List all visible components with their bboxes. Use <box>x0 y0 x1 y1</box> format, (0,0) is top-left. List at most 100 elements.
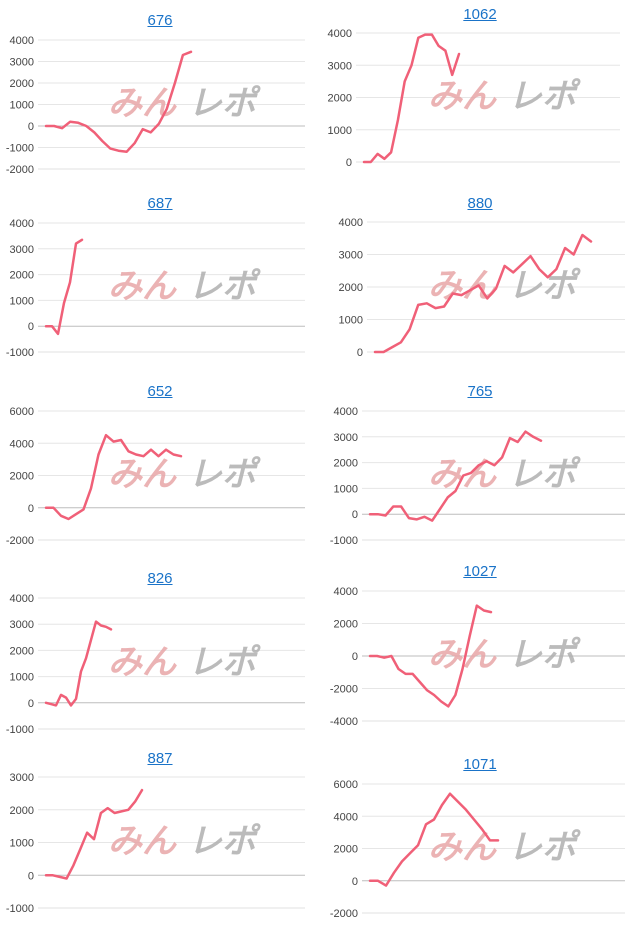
chart-panel-826: 826 -1000 0 1000 2000 3000 4000 みん レポ <box>0 570 320 760</box>
watermark-logo: レポ <box>508 828 581 868</box>
series-line <box>368 792 500 887</box>
y-tick-label: 0 <box>346 157 352 169</box>
y-tick-label: -2000 <box>330 684 358 696</box>
y-tick-label: 6000 <box>10 406 34 418</box>
y-tick-label: 3000 <box>10 57 34 69</box>
chart-panel-652: 652 -2000 0 2000 4000 6000 みん レポ <box>0 380 320 570</box>
watermark-logo: みん <box>108 267 177 307</box>
chart-title-link[interactable]: 826 <box>147 570 173 587</box>
y-tick-label: -1000 <box>6 724 34 736</box>
line-chart: -2000 0 2000 4000 6000 みん レポ <box>330 779 625 920</box>
y-tick-label: 1000 <box>10 100 34 112</box>
watermark-logo: レポ <box>188 267 261 307</box>
chart-title-link[interactable]: 880 <box>467 195 493 212</box>
watermark-logo: レポ <box>508 77 581 117</box>
y-tick-label: 0 <box>357 347 363 359</box>
series-line <box>44 433 183 521</box>
watermark-logo: みん <box>428 828 497 868</box>
y-tick-label: 6000 <box>334 779 358 791</box>
y-tick-label: 4000 <box>334 811 358 823</box>
y-tick-label: 4000 <box>339 217 363 229</box>
y-tick-label: 3000 <box>339 250 363 262</box>
line-chart: -1000 0 1000 2000 3000 4000 みん レポ <box>6 593 305 736</box>
y-tick-label: 2000 <box>339 282 363 294</box>
series-line <box>44 238 84 336</box>
y-tick-label: 4000 <box>10 438 34 450</box>
y-tick-label: 3000 <box>10 619 34 631</box>
y-tick-label: 0 <box>352 651 358 663</box>
series-line <box>44 620 113 707</box>
y-tick-label: -1000 <box>6 347 34 359</box>
line-chart: -2000 -1000 0 1000 2000 3000 4000 みん レポ <box>6 35 305 176</box>
watermark-logo: レポ <box>508 455 581 495</box>
y-tick-label: 0 <box>28 870 34 882</box>
y-tick-label: 0 <box>28 503 34 515</box>
chart-panel-1062: 1062 0 1000 2000 3000 4000 みん レポ <box>320 0 640 190</box>
y-tick-label: 3000 <box>328 60 352 72</box>
chart-title-link[interactable]: 1027 <box>463 563 497 580</box>
watermark-logo: みん <box>108 84 177 124</box>
chart-panel-887: 887 -1000 0 1000 2000 3000 みん レポ <box>0 750 320 940</box>
series-line <box>368 430 543 522</box>
chart-title-link[interactable]: 676 <box>147 12 173 29</box>
y-tick-label: 3000 <box>10 772 34 784</box>
chart-panel-1071: 1071 -2000 0 2000 4000 6000 みん レポ <box>320 750 640 940</box>
watermark-logo: みん <box>428 77 497 117</box>
chart-title-link[interactable]: 1071 <box>463 756 497 773</box>
chart-panel-676: 676 -2000 -1000 0 1000 2000 3000 4000 みん レポ <box>0 0 320 190</box>
watermark-logo: みん <box>108 822 177 862</box>
y-tick-label: 2000 <box>334 844 358 856</box>
series-line <box>373 233 593 354</box>
series-line <box>368 604 493 708</box>
chart-title-link[interactable]: 1062 <box>463 6 497 23</box>
chart-panel-687: 687 -1000 0 1000 2000 3000 4000 みん レポ <box>0 190 320 380</box>
chart-title-link[interactable]: 887 <box>147 750 173 767</box>
y-tick-label: 1000 <box>328 125 352 137</box>
y-tick-label: 1000 <box>334 483 358 495</box>
y-tick-label: 0 <box>352 509 358 521</box>
y-tick-label: 2000 <box>334 458 358 470</box>
watermark-logo: レポ <box>188 84 261 124</box>
line-chart: -1000 0 1000 2000 3000 みん レポ <box>6 772 305 915</box>
line-chart: -1000 0 1000 2000 3000 4000 みん レポ <box>6 218 305 359</box>
y-tick-label: 3000 <box>10 244 34 256</box>
watermark-logo: レポ <box>508 266 581 306</box>
line-chart: 0 1000 2000 3000 4000 みん レポ <box>328 28 620 169</box>
watermark-logo: レポ <box>188 822 261 862</box>
y-tick-label: 2000 <box>10 805 34 817</box>
y-tick-label: 0 <box>28 121 34 133</box>
y-tick-label: -4000 <box>330 716 358 728</box>
y-tick-label: -1000 <box>330 535 358 547</box>
y-tick-label: 4000 <box>328 28 352 40</box>
chart-panel-1027: 1027 -4000 -2000 0 2000 4000 みん レポ <box>320 563 640 760</box>
line-chart: 0 1000 2000 3000 4000 みん レポ <box>339 217 625 359</box>
y-tick-label: 1000 <box>10 838 34 850</box>
y-tick-label: -2000 <box>6 164 34 176</box>
y-tick-label: 2000 <box>10 78 34 90</box>
y-tick-label: 1000 <box>339 315 363 327</box>
y-tick-label: 1000 <box>10 295 34 307</box>
series-line <box>44 50 193 154</box>
line-chart: -2000 0 2000 4000 6000 みん レポ <box>6 406 305 547</box>
y-tick-label: 2000 <box>334 619 358 631</box>
y-tick-label: 2000 <box>10 270 34 282</box>
y-tick-label: 1000 <box>10 672 34 684</box>
chart-panel-765: 765 -1000 0 1000 2000 3000 4000 みん レポ <box>320 380 640 570</box>
watermark-logo: みん <box>108 643 177 683</box>
chart-title-link[interactable]: 687 <box>147 195 173 212</box>
y-tick-label: -1000 <box>6 143 34 155</box>
y-tick-label: 0 <box>28 321 34 333</box>
y-tick-label: -1000 <box>6 903 34 915</box>
watermark-logo: みん <box>108 455 177 495</box>
chart-title-link[interactable]: 652 <box>147 383 173 400</box>
series-line <box>44 788 144 880</box>
watermark-logo: レポ <box>188 455 261 495</box>
y-tick-label: 3000 <box>334 432 358 444</box>
y-tick-label: -2000 <box>330 908 358 920</box>
chart-title-link[interactable]: 765 <box>467 383 493 400</box>
y-tick-label: 2000 <box>328 93 352 105</box>
y-tick-label: 4000 <box>10 35 34 47</box>
chart-panel-880: 880 0 1000 2000 3000 4000 みん レポ <box>320 190 640 380</box>
